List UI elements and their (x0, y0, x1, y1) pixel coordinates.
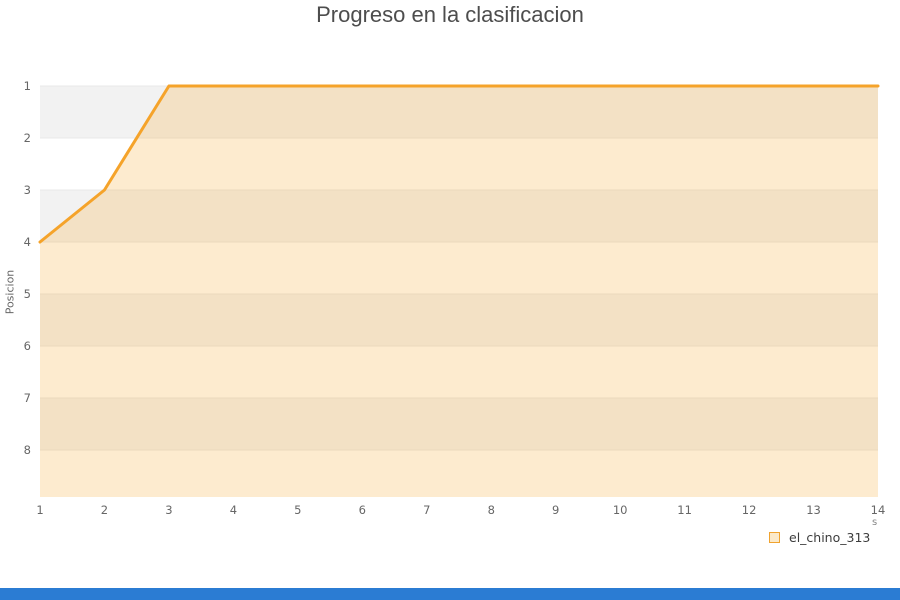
series-line (38, 84, 880, 244)
chart-title: Progreso en la clasificacion (316, 2, 584, 27)
y-tick-label: 2 (24, 131, 31, 145)
series-area (40, 86, 878, 497)
y-tick-label: 8 (24, 443, 31, 457)
y-tick-label: 7 (24, 391, 31, 405)
plot-band (40, 86, 878, 138)
plot-band (40, 190, 878, 242)
x-tick-label: 5 (294, 503, 301, 517)
x-tick-label: 6 (359, 503, 366, 517)
bottom-bar (0, 588, 900, 600)
legend-label: el_chino_313 (789, 530, 871, 545)
x-tick-label: 11 (677, 503, 692, 517)
x-tick-label: 8 (488, 503, 495, 517)
y-tick-label: 4 (24, 235, 31, 249)
x-tick-label: 4 (230, 503, 237, 517)
x-tick-label: 9 (552, 503, 559, 517)
y-tick-label: 1 (24, 79, 31, 93)
y-axis-title: Posicion (3, 269, 17, 315)
x-tick-label: 12 (742, 503, 757, 517)
y-tick-label: 6 (24, 339, 31, 353)
x-tick-label: 13 (806, 503, 821, 517)
legend-item-el-chino-313[interactable]: el_chino_313 (769, 530, 870, 545)
y-tick-label: 3 (24, 183, 31, 197)
plot-band (40, 294, 878, 346)
x-tick-label: 7 (423, 503, 430, 517)
x-tick-label: 1 (36, 503, 43, 517)
plot-band (40, 398, 878, 450)
y-tick-label: 5 (24, 287, 31, 301)
legend-swatch-icon (769, 532, 780, 543)
legend-text-fragment: s (872, 517, 878, 528)
x-tick-label: 14 (871, 503, 886, 517)
x-tick-label: 10 (613, 503, 628, 517)
x-tick-label: 3 (165, 503, 172, 517)
x-tick-label: 2 (101, 503, 108, 517)
